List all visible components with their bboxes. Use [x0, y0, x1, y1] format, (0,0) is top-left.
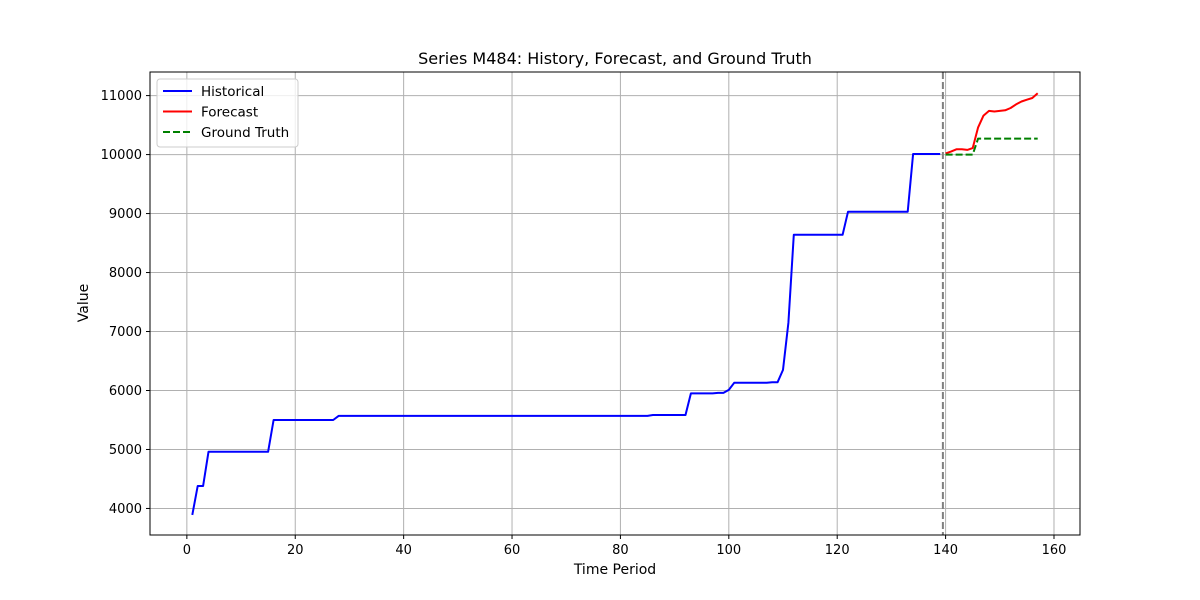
y-tick-label: 9000 — [109, 207, 142, 222]
ground-truth-series-line — [945, 137, 1038, 156]
y-axis: 4000 5000 6000 7000 8000 9000 10000 11000 — [101, 89, 150, 517]
forecast-series-line — [945, 92, 1039, 155]
y-tick-label: 11000 — [101, 89, 142, 104]
y-tick-label: 10000 — [101, 148, 142, 163]
grid — [150, 72, 1080, 535]
x-tick-label: 80 — [612, 543, 629, 558]
plot-frame — [149, 71, 1081, 536]
legend-box — [156, 78, 299, 148]
x-tick-label: 140 — [933, 543, 958, 558]
x-tick-label: 100 — [716, 543, 741, 558]
plot-lines — [191, 72, 1039, 535]
legend-label-ground-truth: Ground Truth — [201, 125, 289, 141]
historical-series-line — [191, 153, 941, 516]
x-axis: 0 20 40 60 80 100 120 140 160 — [183, 535, 1067, 558]
chart-title: Series M484: History, Forecast, and Grou… — [418, 49, 812, 68]
x-tick-label: 160 — [1042, 543, 1067, 558]
x-tick-label: 20 — [287, 543, 304, 558]
y-tick-label: 8000 — [109, 266, 142, 281]
y-tick-label: 4000 — [109, 502, 142, 517]
y-tick-label: 7000 — [109, 325, 142, 340]
y-tick-label: 6000 — [109, 384, 142, 399]
x-tick-label: 40 — [395, 543, 412, 558]
x-tick-label: 60 — [504, 543, 521, 558]
legend-label-historical: Historical — [201, 84, 264, 100]
x-tick-label: 120 — [825, 543, 850, 558]
y-tick-label: 5000 — [109, 443, 142, 458]
legend: Historical Forecast Ground Truth — [156, 78, 299, 148]
x-tick-label: 0 — [183, 543, 191, 558]
y-axis-title: Value — [76, 284, 92, 322]
legend-label-forecast: Forecast — [201, 105, 258, 121]
x-axis-title: Time Period — [573, 562, 656, 578]
